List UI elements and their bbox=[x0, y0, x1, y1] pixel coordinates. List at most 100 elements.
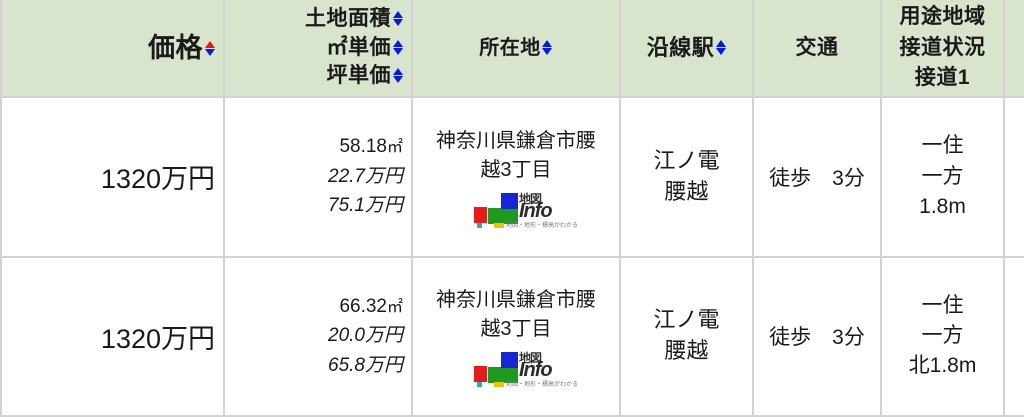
header-road-1-label: 接道1 bbox=[914, 66, 971, 90]
sort-desc-arrow-icon bbox=[542, 47, 553, 55]
logo-name-text: Info bbox=[519, 199, 553, 222]
logo-kanji-text: 地図 bbox=[519, 351, 542, 366]
cell-access: 徒歩 3分 bbox=[753, 97, 882, 258]
address-line-1: 神奈川県鎌倉市腰 bbox=[436, 129, 596, 152]
cell-access: 徒歩 3分 bbox=[753, 256, 882, 417]
map-info-logo-icon: 地図 Info 地図・地形・標高がわかる bbox=[472, 191, 578, 229]
cell-ratio: 60% 200% bbox=[1004, 97, 1024, 258]
station-name: 腰越 bbox=[664, 178, 709, 204]
header-land-area-line-3: 坪単価 bbox=[233, 62, 403, 91]
building-coverage-ratio: 60% bbox=[1013, 146, 1024, 176]
header-land-area-line-1: 土地面積 bbox=[233, 5, 403, 34]
logo-name-text: Info bbox=[519, 359, 553, 382]
logo-green-block-icon bbox=[488, 367, 518, 384]
cell-station: 江ノ電 腰越 bbox=[620, 256, 754, 417]
sort-desc-arrow-icon bbox=[392, 76, 403, 84]
land-area-value: 66.32 bbox=[339, 295, 387, 317]
land-area-size: 58.18㎡ bbox=[233, 133, 403, 162]
logo-tagline-text: 地図・地形・標高がわかる bbox=[506, 222, 579, 229]
land-area-size: 66.32㎡ bbox=[233, 293, 403, 322]
header-land-area-label: 土地面積 bbox=[305, 7, 391, 31]
column-header-zoning: 用途地域 接道状況 接道1 bbox=[881, 0, 1005, 98]
sort-desc-arrow-icon bbox=[715, 48, 726, 56]
sort-desc-arrow-icon bbox=[204, 49, 215, 57]
tsubo-unit-price: 75.1万円 bbox=[328, 195, 403, 216]
header-sqm-unit-price-label: ㎡単価 bbox=[326, 35, 391, 59]
cell-land-area: 66.32㎡ 20.0万円 65.8万円 bbox=[224, 256, 413, 417]
header-road-status-label: 接道状況 bbox=[899, 35, 986, 59]
floor-area-ratio: 160% bbox=[1013, 336, 1024, 366]
column-header-price[interactable]: 価格 bbox=[0, 0, 225, 98]
station-line-name: 江ノ電 bbox=[653, 307, 720, 333]
header-station-line-1: 沿線駅 bbox=[629, 33, 744, 64]
cell-zoning: 一住 一方 1.8m bbox=[881, 97, 1005, 258]
address-line-2: 越3丁目 bbox=[480, 318, 552, 341]
logo-blue-block-icon bbox=[501, 192, 518, 209]
logo-blue-block-icon bbox=[501, 352, 518, 369]
sort-asc-arrow-icon bbox=[542, 39, 553, 47]
land-area-unit: ㎡ bbox=[386, 298, 403, 316]
road-status: 一方 bbox=[921, 324, 964, 348]
sort-asc-arrow-icon bbox=[204, 41, 215, 49]
column-header-address[interactable]: 所在地 bbox=[412, 0, 621, 98]
sort-arrows-icon-station[interactable] bbox=[715, 40, 726, 56]
road-width: 1.8m bbox=[919, 194, 966, 218]
land-area-value: 58.18 bbox=[339, 136, 387, 158]
station-line-name: 江ノ電 bbox=[653, 147, 720, 173]
table-row[interactable]: 1320万円 66.32㎡ 20.0万円 65.8万円 神奈川県鎌倉市腰 越3丁… bbox=[0, 256, 1024, 417]
logo-cyan-block-icon bbox=[477, 222, 482, 228]
sort-desc-arrow-icon bbox=[392, 19, 403, 27]
road-status: 一方 bbox=[921, 164, 964, 188]
table-row[interactable]: 1320万円 58.18㎡ 22.7万円 75.1万円 神奈川県鎌倉市腰 越3丁… bbox=[0, 97, 1024, 258]
logo-green-block-icon bbox=[488, 207, 518, 224]
logo-kanji-text: 地図 bbox=[519, 191, 542, 206]
sort-arrows-icon-tsubo-unit-price[interactable] bbox=[392, 68, 403, 84]
road-width: 北1.8m bbox=[908, 354, 977, 378]
sort-asc-arrow-icon bbox=[715, 40, 726, 48]
land-area-unit: ㎡ bbox=[386, 139, 403, 157]
header-address-line-1: 所在地 bbox=[421, 34, 611, 63]
logo-yellow-block-icon bbox=[494, 222, 504, 228]
header-access-label: 交通 bbox=[795, 35, 839, 59]
logo-yellow-block-icon bbox=[494, 382, 504, 388]
sort-arrows-icon-sqm-unit-price[interactable] bbox=[392, 39, 403, 55]
logo-red-block-icon bbox=[474, 366, 487, 383]
header-land-area-line-2: ㎡単価 bbox=[233, 34, 403, 63]
sort-arrows-icon-address[interactable] bbox=[542, 39, 553, 55]
sort-desc-arrow-icon bbox=[392, 47, 403, 55]
header-station-label: 沿線駅 bbox=[646, 34, 715, 60]
column-header-ratio: 建ぺい率 容積率 bbox=[1004, 0, 1024, 98]
cell-station: 江ノ電 腰越 bbox=[620, 97, 754, 258]
header-price-line-1: 価格 bbox=[10, 30, 215, 67]
sort-asc-arrow-icon bbox=[392, 11, 403, 19]
tsubo-unit-price: 65.8万円 bbox=[328, 354, 403, 376]
cell-address: 神奈川県鎌倉市腰 越3丁目 地図 Info 地図・地形・標高がわかる bbox=[412, 256, 621, 417]
cell-zoning: 一住 一方 北1.8m bbox=[881, 256, 1005, 417]
map-info-logo-wrapper: 地図 Info 地図・地形・標高がわかる bbox=[421, 191, 611, 229]
sqm-unit-price: 20.0万円 bbox=[328, 325, 403, 347]
header-floor-ratio-label: 容積率 bbox=[1013, 48, 1024, 78]
column-header-access: 交通 bbox=[753, 0, 882, 98]
map-info-logo-icon: 地図 Info 地図・地形・標高がわかる bbox=[472, 351, 578, 388]
zoning-type: 一住 bbox=[921, 134, 964, 158]
sort-arrows-icon-price[interactable] bbox=[204, 41, 215, 57]
cell-ratio: 60% 160% bbox=[1004, 256, 1024, 417]
logo-tagline-text: 地図・地形・標高がわかる bbox=[506, 382, 579, 389]
map-info-logo-wrapper: 地図 Info 地図・地形・標高がわかる bbox=[421, 351, 611, 388]
table-header: 価格 土地面積 ㎡単価 坪単価 所在地 沿線駅 交通 用途地域 接道状況 接道1 bbox=[0, 0, 1024, 98]
sort-asc-arrow-icon bbox=[392, 39, 403, 47]
station-name: 腰越 bbox=[664, 338, 709, 364]
header-tsubo-unit-price-label: 坪単価 bbox=[326, 64, 391, 88]
header-address-label: 所在地 bbox=[479, 36, 541, 59]
cell-land-area: 58.18㎡ 22.7万円 75.1万円 bbox=[224, 97, 413, 258]
header-row: 価格 土地面積 ㎡単価 坪単価 所在地 沿線駅 交通 用途地域 接道状況 接道1 bbox=[0, 0, 1024, 98]
cell-price: 1320万円 bbox=[0, 256, 225, 417]
column-header-station[interactable]: 沿線駅 bbox=[620, 0, 754, 98]
column-header-land-area[interactable]: 土地面積 ㎡単価 坪単価 bbox=[224, 0, 413, 98]
building-coverage-ratio: 60% bbox=[1013, 306, 1024, 336]
sort-arrows-icon-land-area[interactable] bbox=[392, 11, 403, 27]
cell-address: 神奈川県鎌倉市腰 越3丁目 地図 Info 地図・地形・標高がわかる bbox=[412, 97, 621, 258]
zoning-type: 一住 bbox=[921, 293, 964, 317]
address-line-2: 越3丁目 bbox=[480, 158, 552, 181]
